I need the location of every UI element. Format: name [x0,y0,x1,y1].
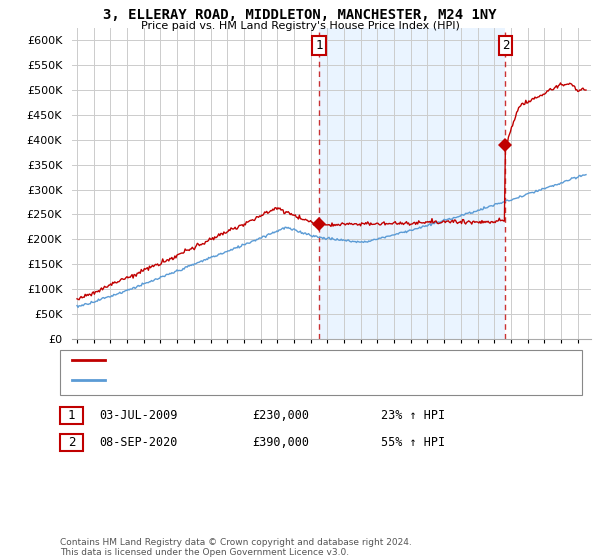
Text: Price paid vs. HM Land Registry's House Price Index (HPI): Price paid vs. HM Land Registry's House … [140,21,460,31]
Text: 08-SEP-2020: 08-SEP-2020 [99,436,178,449]
Text: £390,000: £390,000 [252,436,309,449]
Text: 1: 1 [315,39,323,52]
Text: 55% ↑ HPI: 55% ↑ HPI [381,436,445,449]
Text: 23% ↑ HPI: 23% ↑ HPI [381,409,445,422]
Text: 3, ELLERAY ROAD, MIDDLETON, MANCHESTER, M24 1NY (detached house): 3, ELLERAY ROAD, MIDDLETON, MANCHESTER, … [111,355,511,365]
Text: Contains HM Land Registry data © Crown copyright and database right 2024.
This d: Contains HM Land Registry data © Crown c… [60,538,412,557]
Text: 1: 1 [68,409,75,422]
Text: 3, ELLERAY ROAD, MIDDLETON, MANCHESTER, M24 1NY: 3, ELLERAY ROAD, MIDDLETON, MANCHESTER, … [103,8,497,22]
Bar [319,28,505,339]
Text: £230,000: £230,000 [252,409,309,422]
Text: 03-JUL-2009: 03-JUL-2009 [99,409,178,422]
Text: HPI: Average price, detached house, Rochdale: HPI: Average price, detached house, Roch… [111,375,386,385]
Text: 2: 2 [68,436,75,449]
Text: 2: 2 [502,39,509,52]
